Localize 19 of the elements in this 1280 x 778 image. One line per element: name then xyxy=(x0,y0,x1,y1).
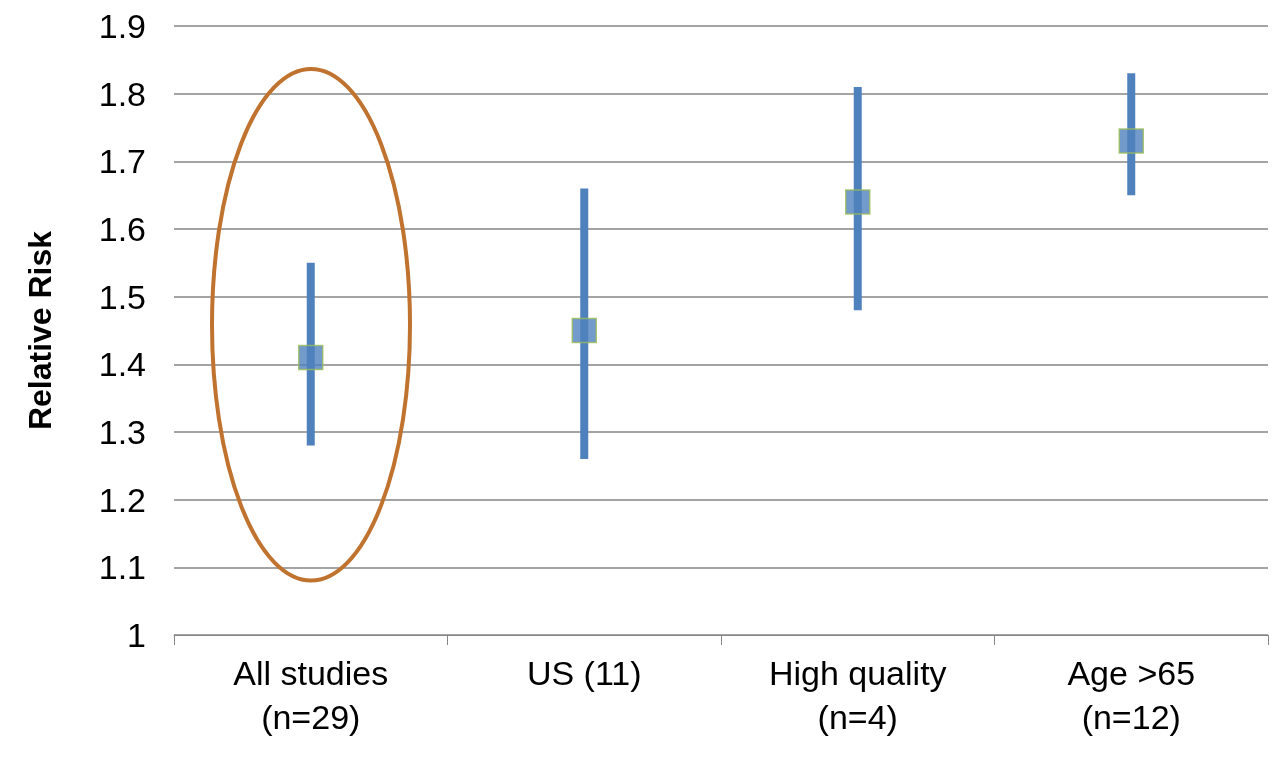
y-tick-label: 1.5 xyxy=(98,277,146,316)
y-tick-label: 1.3 xyxy=(98,413,146,451)
y-axis-title: Relative Risk xyxy=(22,230,58,431)
x-tick-label: Age >65 (n=12) xyxy=(1067,654,1196,736)
y-tick-label: 1.6 xyxy=(98,210,146,248)
y-tick-label: 1.7 xyxy=(98,142,146,181)
y-tick-label: 1.8 xyxy=(98,74,146,113)
x-tick-label: All studies (n=29) xyxy=(233,654,389,736)
point xyxy=(1118,128,1144,154)
y-tick-label: 1 xyxy=(127,616,146,654)
x-tick-label: US (11) xyxy=(526,654,642,692)
y-tick-label: 1.1 xyxy=(98,548,146,587)
point xyxy=(571,317,597,344)
y-tick-label: 1.9 xyxy=(98,7,146,45)
point xyxy=(298,344,324,371)
y-tick-label: 1.2 xyxy=(98,480,146,519)
x-tick-label: High quality (n=4) xyxy=(768,654,947,736)
point xyxy=(845,189,871,215)
y-tick-label: 1.4 xyxy=(98,345,146,384)
